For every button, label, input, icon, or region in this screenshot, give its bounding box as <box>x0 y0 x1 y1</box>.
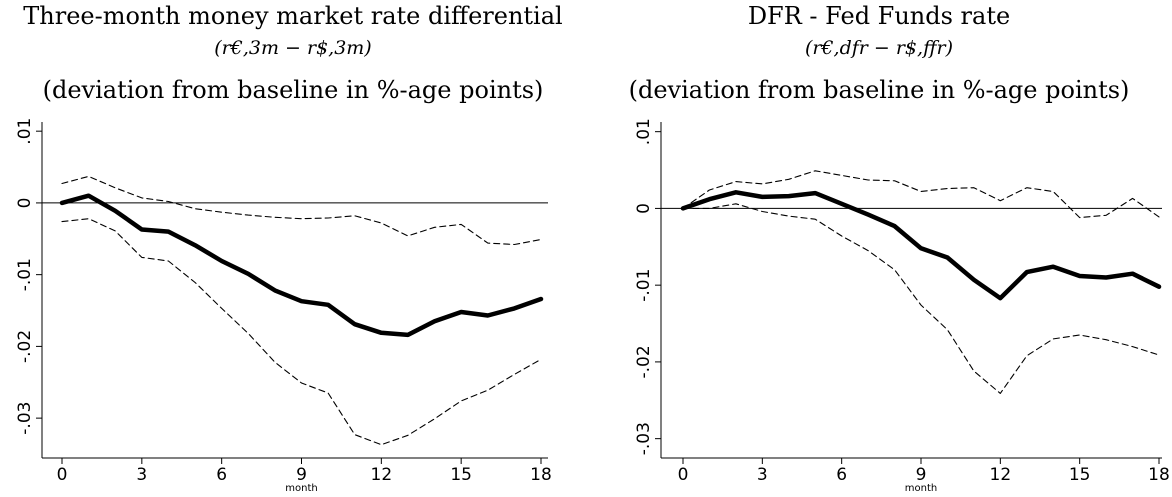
y-tick-label: -.01 <box>634 269 654 302</box>
x-tick-label: 18 <box>530 465 552 485</box>
x-tick-label: 15 <box>450 465 472 485</box>
x-tick-label: 9 <box>296 465 307 485</box>
x-tick-label: 18 <box>1148 465 1170 485</box>
y-tick-label: -.01 <box>15 258 35 291</box>
chart-subtitle: (r€,dfr − r$,ffr) <box>804 37 954 59</box>
x-tick-label: 12 <box>990 465 1012 485</box>
upper-band-line <box>61 175 542 246</box>
estimate-line <box>59 193 544 338</box>
lower-band-line <box>61 218 542 446</box>
chart-subtitle-units: (deviation from baseline in %-age points… <box>628 76 1130 104</box>
chart-panel-left: Three-month money market rate differenti… <box>15 2 563 494</box>
chart-panel-right: DFR - Fed Funds rate (r€,dfr − r$,ffr) (… <box>586 0 1172 497</box>
x-tick-label: 3 <box>757 465 768 485</box>
lower-band-line <box>682 203 1160 394</box>
chart-subtitle-units: (deviation from baseline in %-age points… <box>42 76 544 104</box>
x-tick-label: 6 <box>216 465 227 485</box>
x-tick-label: 6 <box>836 465 847 485</box>
x-tick-label: 0 <box>57 465 68 485</box>
x-tick-label: 15 <box>1069 465 1091 485</box>
y-tick-label: .01 <box>15 118 35 145</box>
x-axis-label: month <box>285 483 317 494</box>
chart-title: Three-month money market rate differenti… <box>23 2 563 30</box>
chart-title: DFR - Fed Funds rate <box>747 2 1011 30</box>
y-tick-label: 0 <box>634 203 654 214</box>
estimate-line <box>680 190 1162 301</box>
x-axis-label: month <box>905 483 937 494</box>
y-tick-label: -.02 <box>15 330 35 363</box>
plot-area-right: .01 0 -.01 -.02 -.03 0 3 6 9 12 15 18 month <box>634 118 1170 494</box>
upper-band-line <box>682 170 1160 219</box>
plot-area-left: .01 0 -.01 -.02 -.03 0 3 6 9 12 15 18 month <box>15 118 552 494</box>
chart-subtitle: (r€,3m − r$,3m) <box>214 37 372 59</box>
y-tick-label: -.03 <box>634 422 654 455</box>
y-tick-label: -.02 <box>634 345 654 378</box>
x-tick-label: 3 <box>136 465 147 485</box>
y-tick-label: -.03 <box>15 402 35 435</box>
x-tick-label: 12 <box>371 465 393 485</box>
x-tick-label: 9 <box>916 465 927 485</box>
y-tick-label: .01 <box>634 118 654 145</box>
y-tick-label: 0 <box>15 197 35 208</box>
x-tick-label: 0 <box>678 465 689 485</box>
